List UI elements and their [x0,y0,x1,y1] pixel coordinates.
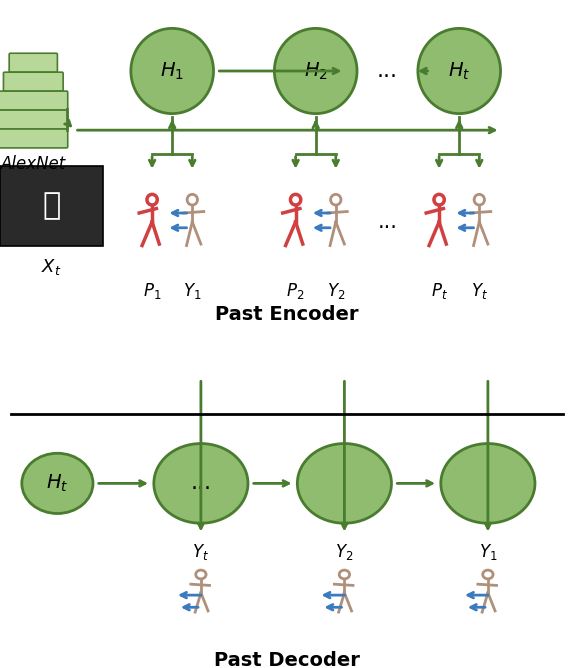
Circle shape [274,29,357,114]
Text: ...: ... [191,474,211,494]
Circle shape [418,29,501,114]
Text: $Y_t$: $Y_t$ [471,281,488,301]
Text: $P_1$: $P_1$ [143,281,161,301]
Text: $H_1$: $H_1$ [160,60,184,81]
Text: $P_2$: $P_2$ [286,281,305,301]
Text: $H_t$: $H_t$ [448,60,471,81]
Circle shape [297,444,391,523]
Text: $Y_1$: $Y_1$ [183,281,201,301]
FancyBboxPatch shape [3,72,63,91]
Text: $Y_1$: $Y_1$ [479,542,497,562]
Text: 🧍: 🧍 [42,192,61,220]
Text: Past Decoder: Past Decoder [214,651,360,668]
Text: ...: ... [377,61,398,81]
Circle shape [131,29,214,114]
FancyBboxPatch shape [0,91,68,110]
Text: $H_t$: $H_t$ [46,473,69,494]
Circle shape [441,444,535,523]
Text: $Y_t$: $Y_t$ [192,542,210,562]
FancyBboxPatch shape [0,110,68,129]
Text: $Y_2$: $Y_2$ [335,542,354,562]
FancyBboxPatch shape [0,129,68,148]
Circle shape [22,454,93,514]
Text: $H_2$: $H_2$ [304,60,328,81]
Circle shape [154,444,248,523]
Text: ...: ... [378,212,397,232]
Text: $Y_2$: $Y_2$ [327,281,345,301]
FancyBboxPatch shape [0,166,103,246]
Text: $X_t$: $X_t$ [41,257,62,277]
Text: $P_t$: $P_t$ [430,281,448,301]
Text: Past Encoder: Past Encoder [215,305,359,324]
Text: AlexNet: AlexNet [1,155,66,173]
FancyBboxPatch shape [9,53,57,72]
